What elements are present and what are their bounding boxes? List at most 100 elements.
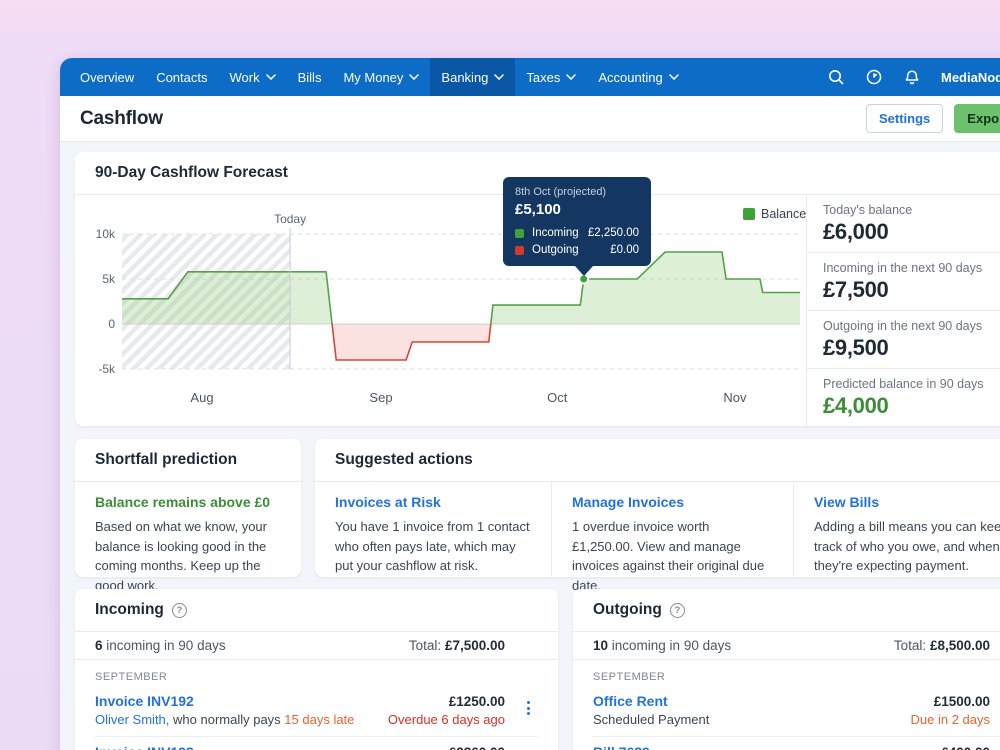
page-title: Cashflow (80, 107, 163, 129)
tooltip-incoming-label: Incoming (532, 227, 579, 239)
shortfall-text: Based on what we know, your balance is l… (95, 519, 267, 593)
svg-text:0: 0 (108, 317, 115, 331)
invoice-link[interactable]: Invoice INV192 (95, 693, 194, 709)
svg-text:Oct: Oct (547, 390, 568, 405)
manage-invoices-link[interactable]: Manage Invoices (572, 494, 685, 510)
nav-item-taxes[interactable]: Taxes (515, 58, 587, 96)
nav-item-label: Bills (297, 69, 322, 85)
nav-item-overview[interactable]: Overview (69, 58, 145, 96)
shortfall-status: Balance remains above £0 (95, 494, 271, 510)
chevron-down-icon (494, 74, 505, 80)
shortfall-body: Balance remains above £0 Based on what w… (75, 482, 301, 607)
suggested-action-text: Adding a bill means you can keep track o… (814, 519, 1000, 573)
nav-item-label: Work (229, 69, 260, 85)
settings-button[interactable]: Settings (866, 104, 944, 133)
chevron-down-icon (265, 74, 276, 80)
incoming-count-text: 6 incoming in 90 days (95, 638, 226, 653)
header-actions: Settings Export Report (866, 104, 1000, 133)
chevron-down-icon (566, 74, 577, 80)
svg-text:Aug: Aug (190, 390, 213, 405)
search-icon[interactable] (827, 68, 845, 86)
outgoing-count-text: 10 incoming in 90 days (593, 638, 732, 653)
bill-link[interactable]: Bill 7689 (593, 744, 650, 750)
kebab-menu-icon[interactable] (520, 699, 536, 717)
outgoing-card-header: Outgoing (573, 589, 1000, 632)
stat-todays-balance: Today's balance £6,000 (807, 195, 1000, 253)
svg-text:-5k: -5k (98, 362, 116, 376)
chart-tooltip: 8th Oct (projected) £5,100 Incoming £2,2… (503, 177, 651, 276)
stat-label: Predicted balance in 90 days (823, 377, 984, 391)
item-description: Oliver Smith, who normally pays 15 days … (95, 712, 355, 727)
bill-link[interactable]: Office Rent (593, 693, 668, 709)
nav-item-my-money[interactable]: My Money (332, 58, 430, 96)
help-icon[interactable] (669, 602, 685, 618)
tooltip-total: £5,100 (515, 201, 561, 218)
top-nav: Overview Contacts Work Bills My Money Ba… (60, 58, 1000, 96)
suggested-action-text: 1 overdue invoice worth £1,250.00. View … (572, 519, 765, 593)
nav-item-work[interactable]: Work (219, 58, 287, 96)
month-group-label: SEPTEMBER (593, 671, 666, 683)
insights-row: Shortfall prediction Balance remains abo… (75, 439, 1000, 593)
stat-value: £9,500 (823, 335, 889, 360)
contact-link[interactable]: Oliver Smith, (95, 712, 170, 727)
view-bills-link[interactable]: View Bills (814, 494, 880, 510)
tooltip-outgoing-value: £0.00 (610, 244, 639, 256)
stat-value: £7,500 (823, 277, 889, 302)
stat-value: £4,000 (823, 393, 889, 418)
outgoing-list: SEPTEMBER Office Rent £1500.00 Scheduled… (573, 660, 1000, 750)
outgoing-title: Outgoing (593, 601, 662, 618)
incoming-list: SEPTEMBER Invoice INV192 £1250.00 Oliver… (75, 660, 558, 750)
shortfall-card: Shortfall prediction Balance remains abo… (75, 439, 301, 593)
svg-text:5k: 5k (102, 272, 116, 286)
suggested-action: Manage Invoices 1 overdue invoice worth … (551, 482, 793, 593)
help-icon[interactable] (171, 602, 187, 618)
suggested-action-text: You have 1 invoice from 1 contact who of… (335, 519, 530, 573)
nav-item-bills[interactable]: Bills (287, 58, 333, 96)
forecast-stats: Today's balance £6,000 Incoming in the n… (806, 195, 1000, 426)
incoming-total: Total: £7,500.00 (408, 638, 505, 653)
suggested-actions-body: Invoices at Risk You have 1 invoice from… (315, 482, 1000, 593)
nav-item-accounting[interactable]: Accounting (587, 58, 689, 96)
chevron-down-icon (409, 74, 420, 80)
item-status: Overdue 6 days ago (387, 712, 505, 727)
forecast-card-body: Today 10k 5k 0 -5k Aug Sep Oct Nov Balance Today'… (75, 195, 1000, 426)
chevron-down-icon (668, 74, 679, 80)
nav-item-banking[interactable]: Banking (430, 58, 516, 96)
svg-text:Today: Today (274, 212, 306, 226)
tooltip-date: 8th Oct (projected) (515, 186, 607, 198)
incoming-summary: 6 incoming in 90 days Total: £7,500.00 (75, 632, 558, 660)
nav-item-label: Accounting (598, 69, 663, 85)
suggested-action: Invoices at Risk You have 1 invoice from… (315, 482, 551, 578)
stat-incoming-90-days: Incoming in the next 90 days £7,500 (807, 253, 1000, 311)
suggested-actions-title: Suggested actions (315, 439, 1000, 482)
nav-item-contacts[interactable]: Contacts (145, 58, 218, 96)
cashflow-chart[interactable]: Today 10k 5k 0 -5k Aug Sep Oct Nov Balance (75, 195, 807, 426)
outgoing-summary: 10 incoming in 90 days Total: £8,500.00 (573, 632, 1000, 660)
invoices-at-risk-link[interactable]: Invoices at Risk (335, 494, 441, 510)
item-description: Scheduled Payment (593, 712, 710, 727)
svg-text:Nov: Nov (723, 390, 747, 405)
item-amount: £1250.00 (448, 694, 505, 709)
list-item: Office Rent £1500.00 Scheduled Payment D… (593, 686, 1000, 737)
bell-icon[interactable] (903, 69, 921, 86)
page-header: Cashflow Settings Export Report (60, 96, 1000, 142)
stat-label: Incoming in the next 90 days (823, 261, 983, 275)
nav-item-label: Contacts (156, 69, 208, 85)
tooltip-outgoing-label: Outgoing (532, 244, 579, 256)
invoice-link[interactable]: Invoice INV193 (95, 744, 194, 750)
incoming-card-header: Incoming (75, 589, 558, 632)
company-switcher[interactable]: MediaNode (941, 69, 1000, 85)
stat-value: £6,000 (823, 219, 889, 244)
item-amount: £400.00 (941, 745, 990, 750)
stat-outgoing-90-days: Outgoing in the next 90 days £9,500 (807, 311, 1000, 369)
stat-predicted-balance: Predicted balance in 90 days £4,000 (807, 369, 1000, 426)
history-clock-icon[interactable] (865, 68, 883, 86)
svg-text:Balance: Balance (761, 207, 806, 221)
export-report-button[interactable]: Export Report (954, 104, 1000, 133)
list-item: Invoice INV193 £2860.00 (95, 737, 538, 750)
nav-item-label: Overview (80, 69, 135, 85)
tooltip-incoming-value: £2,250.00 (587, 227, 639, 239)
stat-label: Outgoing in the next 90 days (823, 319, 983, 333)
outgoing-total: Total: £8,500.00 (893, 638, 990, 653)
